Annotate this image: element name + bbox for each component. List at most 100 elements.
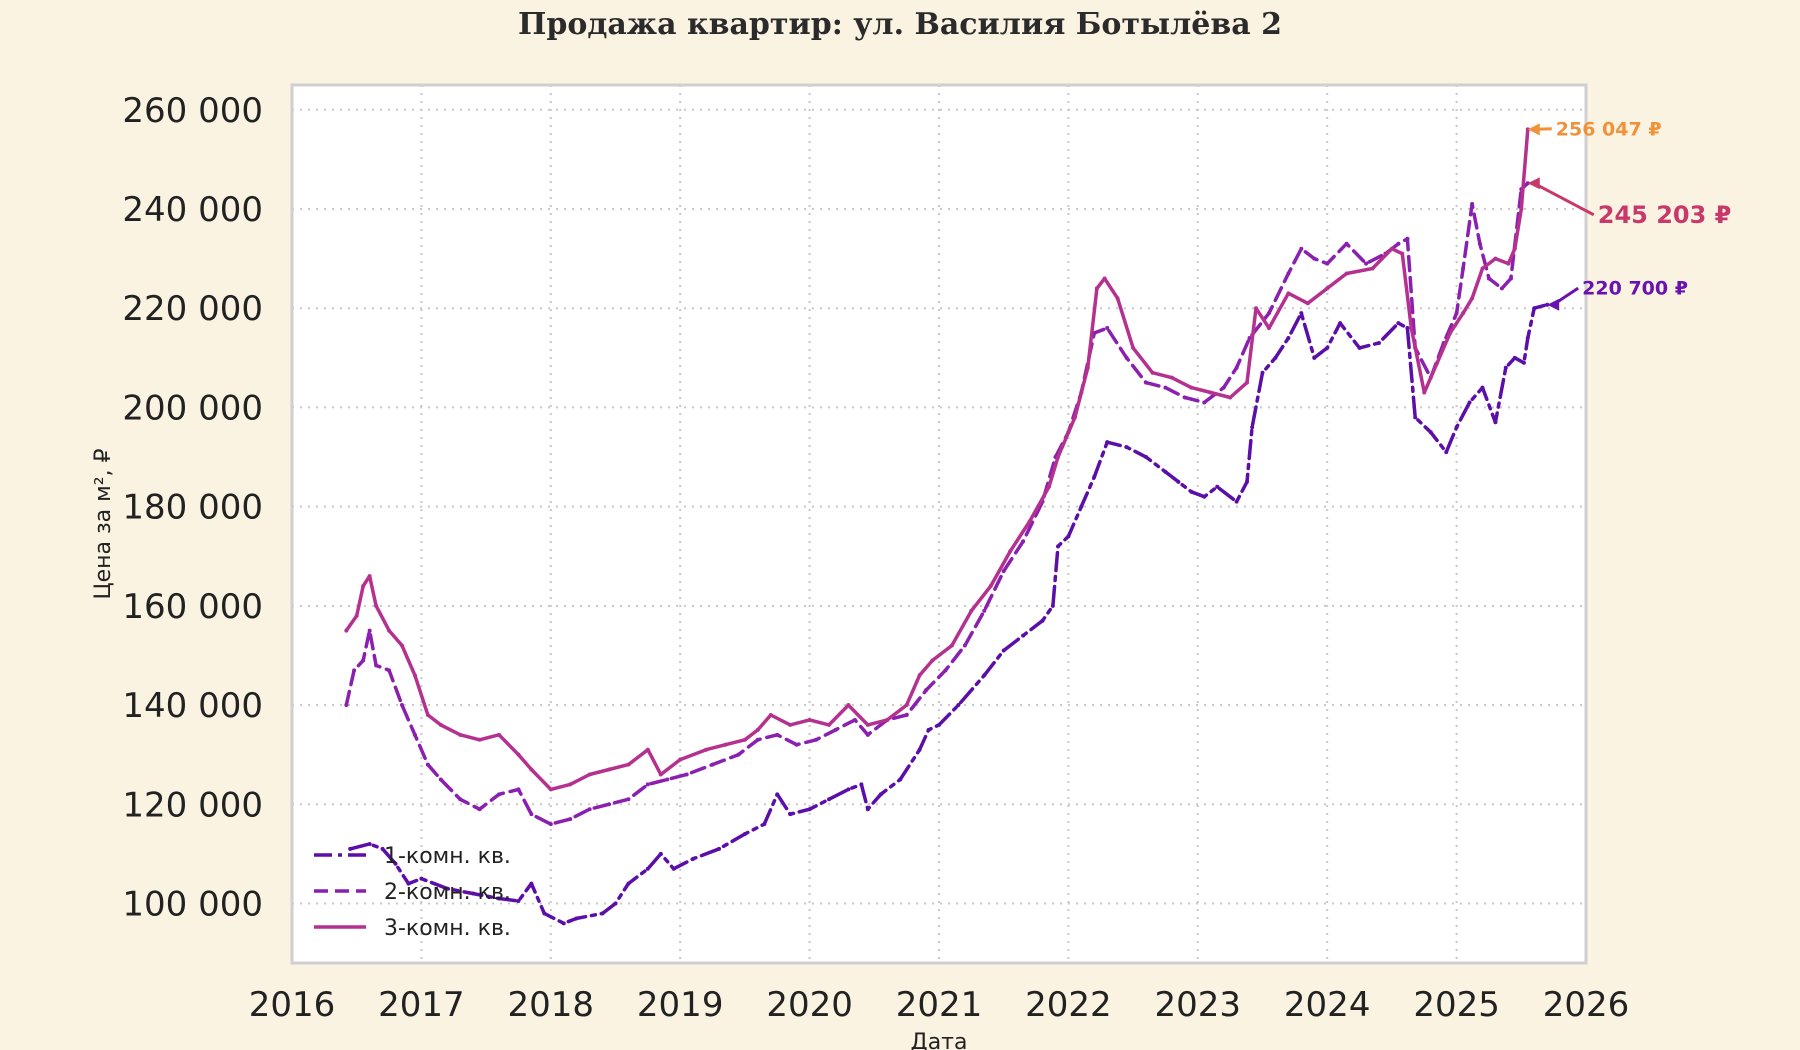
data-point [742, 737, 747, 742]
data-point [352, 668, 357, 673]
x-tick-label: 2016 [249, 985, 336, 1025]
x-axis-label: Дата [911, 1030, 968, 1050]
data-point [788, 722, 793, 727]
data-point [587, 807, 592, 812]
data-point [1066, 534, 1071, 539]
y-tick-label: 240 000 [122, 190, 263, 230]
data-point [1144, 380, 1149, 385]
data-point [387, 628, 392, 633]
y-tick-labels: 100 000 120 000 140 000 160 000 180 000 200 0… [122, 91, 263, 925]
x-tick-label: 2018 [508, 985, 595, 1025]
data-point [380, 846, 385, 851]
data-point [1503, 365, 1508, 370]
data-point [1532, 306, 1537, 311]
data-point [626, 797, 631, 802]
data-point [1021, 633, 1026, 638]
data-point [1244, 479, 1249, 484]
data-point [1260, 370, 1265, 375]
data-point [497, 732, 502, 737]
annotation-label: 220 700 ₽ [1582, 278, 1688, 300]
data-point [937, 722, 941, 727]
data-point [1021, 539, 1026, 544]
data-point [1499, 286, 1504, 291]
data-point [827, 797, 832, 802]
legend-label: 2-комн. кв. [384, 880, 511, 905]
data-point [1189, 489, 1194, 494]
series-layer [344, 127, 1550, 926]
data-point [678, 757, 683, 762]
data-point [1202, 494, 1207, 499]
y-tick-label: 140 000 [122, 686, 263, 726]
data-point [904, 703, 909, 708]
data-point [471, 891, 476, 896]
data-point [613, 901, 618, 906]
data-point [755, 727, 760, 732]
legend: 1-комн. кв. 2-комн. кв. 3-комн. кв. [314, 844, 511, 941]
data-point [354, 613, 359, 618]
data-point [600, 911, 605, 916]
data-point [1182, 395, 1187, 400]
data-point [859, 782, 864, 787]
data-point [917, 673, 922, 678]
data-point [1435, 360, 1440, 365]
data-point [1050, 603, 1055, 608]
data-point [878, 792, 883, 797]
data-point [374, 663, 379, 668]
data-point [497, 896, 502, 901]
data-point [1266, 326, 1271, 331]
data-point [1202, 400, 1207, 405]
data-point [1396, 321, 1401, 326]
data-point [898, 777, 903, 782]
plot-frame [290, 83, 1588, 965]
data-point [1470, 202, 1475, 207]
data-point [1312, 256, 1317, 261]
data-point [1422, 390, 1427, 395]
data-point [1221, 385, 1226, 390]
series-line [344, 181, 1530, 826]
data-point [665, 777, 670, 782]
data-point [548, 822, 553, 827]
data-point [723, 742, 728, 747]
data-point [1477, 241, 1482, 246]
data-point [1338, 321, 1343, 326]
x-tick-labels: 2016 2017 2018 2019 2020 2021 2022 2023 2024 2025… [249, 985, 1630, 1025]
data-point [904, 712, 909, 717]
data-point [1405, 326, 1410, 331]
data-point [1056, 544, 1061, 549]
data-point [704, 747, 709, 752]
data-point [885, 717, 890, 722]
data-point [1325, 345, 1330, 350]
data-point [1470, 296, 1475, 301]
data-point [477, 807, 482, 812]
data-point [1312, 355, 1317, 360]
data-point [865, 807, 870, 812]
x-tick-label: 2022 [1025, 985, 1112, 1025]
data-point [1286, 291, 1291, 296]
data-point [497, 792, 502, 797]
data-point [1512, 355, 1517, 360]
data-point [529, 767, 534, 772]
data-point [917, 747, 922, 752]
data-point [1027, 519, 1032, 524]
data-point [1228, 395, 1233, 400]
data-point [742, 832, 747, 837]
data-point [1072, 415, 1077, 420]
data-point [412, 673, 417, 678]
data-point [1176, 479, 1181, 484]
data-point [762, 822, 767, 827]
plot-area [292, 85, 1586, 963]
data-point [827, 722, 832, 727]
data-point [775, 732, 780, 737]
data-point [445, 886, 450, 891]
y-tick-label: 200 000 [122, 388, 263, 428]
data-point [1144, 455, 1149, 460]
data-point [516, 787, 521, 792]
data-point [717, 846, 722, 851]
annotations: 256 047 ₽ 245 203 ₽ 220 700 ₽ [1527, 118, 1731, 311]
chart-title: Продажа квартир: ул. Василия Ботылёва 2 [518, 7, 1282, 42]
data-point [1085, 365, 1090, 370]
data-point [691, 856, 696, 861]
x-tick-label: 2020 [766, 985, 853, 1025]
x-tick-label: 2017 [378, 985, 465, 1025]
